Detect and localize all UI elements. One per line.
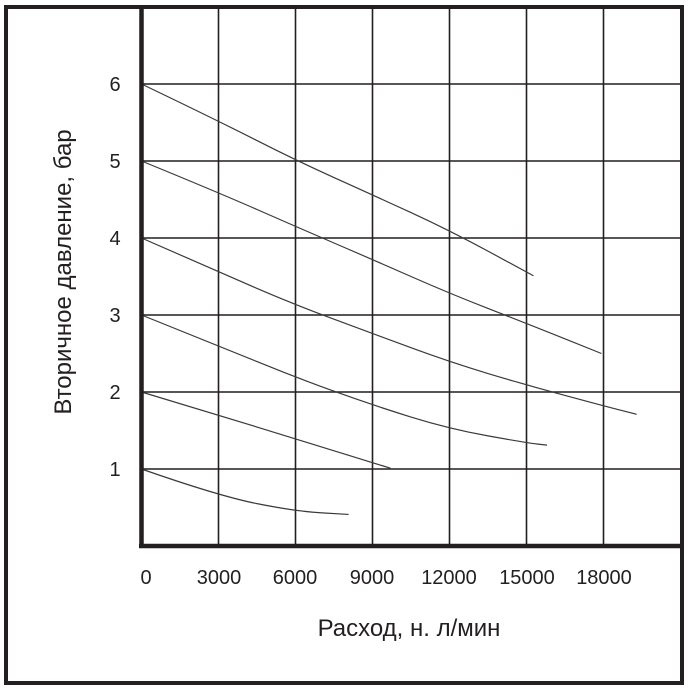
y-tick-label: 4	[109, 228, 120, 250]
curve-series-4	[141, 391, 391, 469]
x-tick-label: 9000	[350, 567, 395, 589]
curve-series-5	[141, 468, 349, 516]
curve-series-3	[141, 314, 548, 446]
y-tick-label: 5	[109, 151, 120, 173]
y-tick-label: 1	[109, 459, 120, 481]
x-axis-label: Расход, н. л/мин	[318, 615, 501, 642]
x-tick-label: 12000	[421, 567, 477, 589]
outer-frame	[4, 5, 684, 685]
y-axis-label: Вторичное давление, бар	[50, 129, 77, 414]
curve-series-1	[141, 160, 602, 355]
x-tick-label: 0	[140, 567, 151, 589]
x-tick-label: 18000	[576, 567, 632, 589]
curve-series-2	[141, 237, 637, 415]
curve-series-0	[141, 83, 534, 277]
pressure-curves	[141, 83, 637, 516]
y-tick-label: 2	[109, 382, 120, 404]
y-tick-labels: 1 2 3 4 5 6	[109, 74, 120, 481]
x-tick-label: 3000	[197, 567, 242, 589]
y-tick-label: 3	[109, 305, 120, 327]
x-tick-labels: 0 3000 6000 9000 12000 15000 18000	[140, 567, 631, 589]
grid-lines	[141, 7, 682, 546]
x-tick-label: 15000	[499, 567, 555, 589]
y-tick-label: 6	[109, 74, 120, 96]
x-tick-label: 6000	[273, 567, 318, 589]
